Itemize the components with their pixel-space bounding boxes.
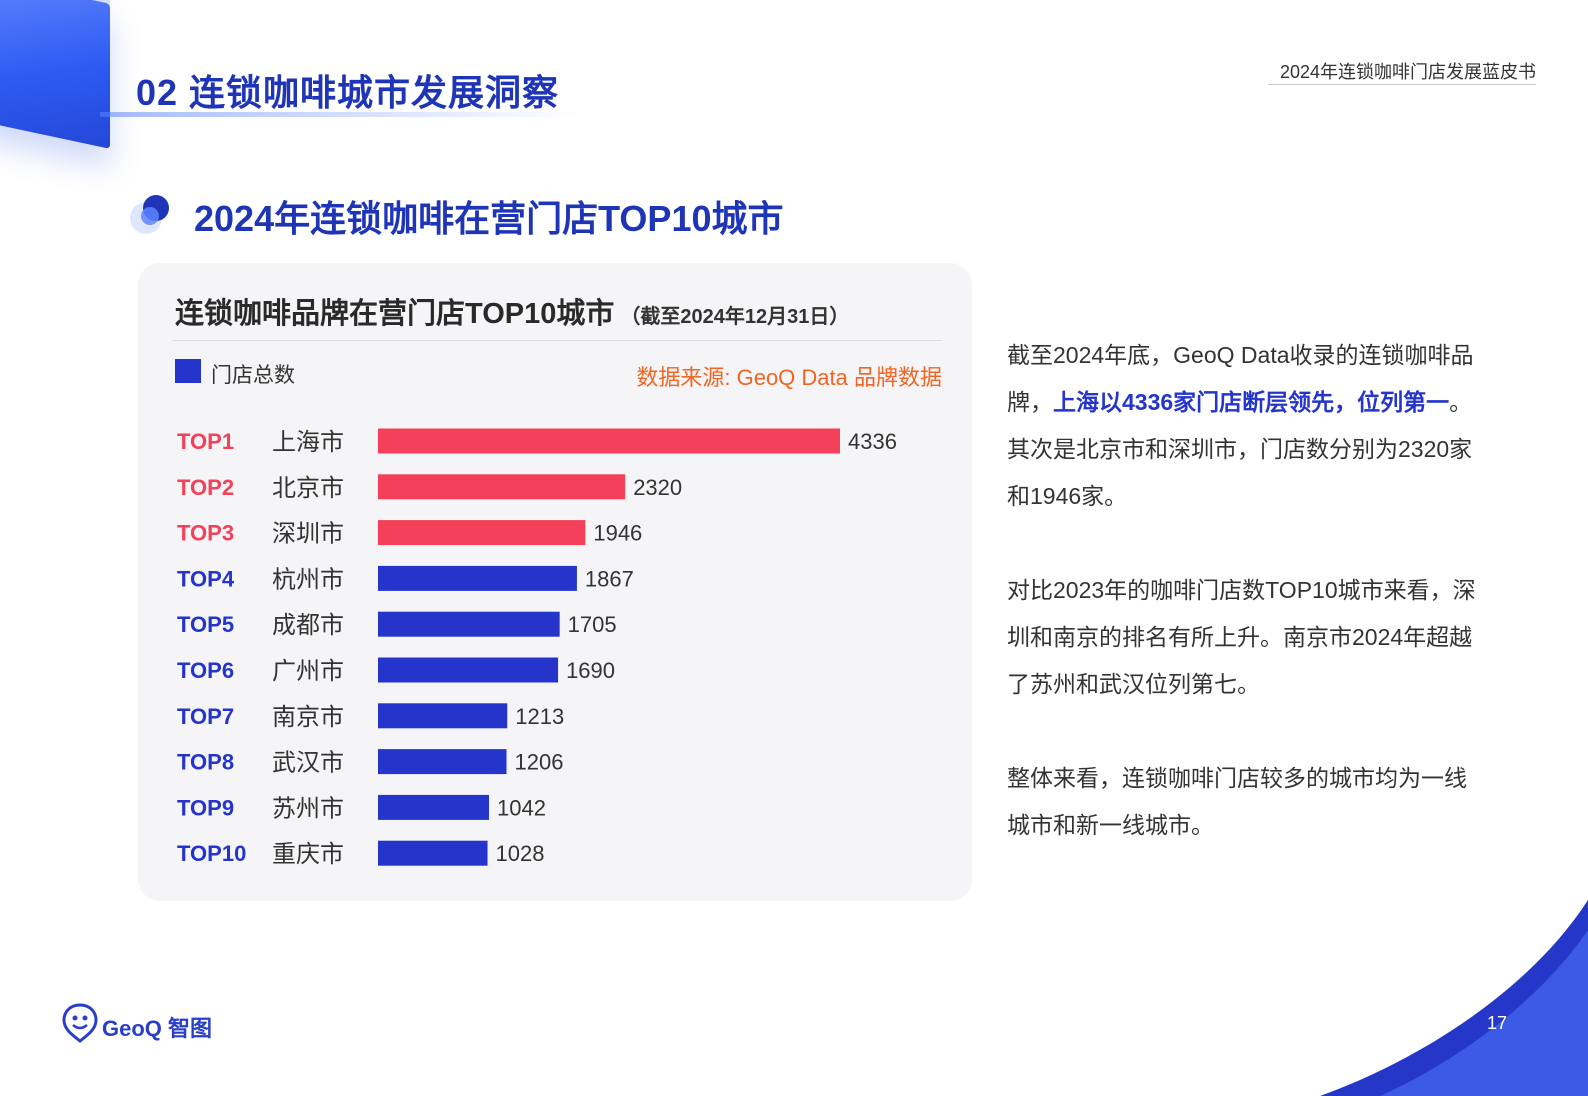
chart-title: 连锁咖啡品牌在营门店TOP10城市 （截至2024年12月31日）	[175, 290, 849, 332]
bar-value-label: 4336	[848, 429, 897, 454]
data-source: 数据来源: GeoQ Data 品牌数据	[636, 365, 942, 390]
legend-label: 门店总数	[211, 364, 295, 387]
body-paragraph-1: 截至2024年底，GeoQ Data收录的连锁咖啡品牌，上海以4336家门店断层…	[1007, 332, 1487, 520]
subheading: 2024年连锁咖啡在营门店TOP10城市	[194, 198, 784, 239]
bar-value-label: 1213	[515, 704, 564, 729]
chart-subtitle: （截至2024年12月31日）	[620, 306, 850, 328]
geoq-logo-icon	[62, 1003, 98, 1043]
bar	[378, 749, 507, 775]
section-title: 02 连锁咖啡城市发展洞察	[136, 72, 560, 113]
city-label: 广州市	[272, 658, 344, 685]
city-label: 北京市	[272, 475, 344, 502]
bar-value-label: 1206	[514, 750, 563, 775]
body-highlight: 上海以4336家门店断层领先，位列第一	[1053, 389, 1450, 415]
legend-swatch	[175, 359, 201, 383]
bar	[378, 794, 490, 820]
bar-value-label: 1867	[585, 566, 634, 591]
rank-label: TOP2	[177, 475, 234, 500]
rank-label: TOP6	[177, 658, 234, 683]
body-text: 截至2024年底，GeoQ Data收录的连锁咖啡品牌，上海以4336家门店断层…	[1007, 332, 1487, 896]
rank-label: TOP8	[177, 750, 234, 775]
city-label: 杭州市	[272, 566, 344, 593]
bar	[378, 611, 560, 637]
section-bullet-icon	[130, 195, 169, 234]
bar-value-label: 1042	[497, 795, 546, 820]
title-underline	[100, 112, 580, 117]
bar-value-label: 1946	[593, 521, 642, 546]
city-label: 武汉市	[272, 750, 344, 777]
body-paragraph-1-start: 截至2024年底，GeoQ Data收录的连锁咖啡品牌，	[1007, 342, 1474, 415]
rank-label: TOP10	[177, 841, 246, 866]
rank-label: TOP5	[177, 612, 234, 637]
city-label: 成都市	[272, 612, 344, 639]
bar	[378, 840, 488, 866]
page-number: 17	[1487, 1013, 1508, 1033]
bar-value-label: 1028	[496, 841, 545, 866]
body-paragraph-2: 对比2023年的咖啡门店数TOP10城市来看，深圳和南京的排名有所上升。南京市2…	[1007, 577, 1476, 697]
rank-label: TOP3	[177, 521, 234, 546]
chart-title-divider	[172, 340, 942, 341]
rank-label: TOP4	[177, 566, 235, 591]
bar-value-label: 2320	[633, 475, 682, 500]
body-paragraph-1-end: 。其次是北京市和深圳市，门店数分别为2320家和1946家。	[1007, 389, 1473, 509]
city-label: 重庆市	[272, 841, 344, 868]
bar-value-label: 1690	[566, 658, 615, 683]
document-title: 2024年连锁咖啡门店发展蓝皮书	[1279, 62, 1536, 82]
rank-label: TOP9	[177, 795, 234, 820]
bar	[378, 520, 586, 546]
city-label: 上海市	[272, 429, 344, 456]
footer-logo-text: GeoQ 智图	[102, 1016, 213, 1041]
rank-label: TOP1	[177, 429, 234, 454]
body-paragraph-3: 整体来看，连锁咖啡门店较多的城市均为一线城市和新一线城市。	[1007, 765, 1467, 838]
bar	[378, 657, 559, 683]
city-label: 苏州市	[272, 795, 344, 822]
chart-title-text: 连锁咖啡品牌在营门店TOP10城市	[175, 298, 615, 330]
bar	[378, 428, 840, 454]
city-label: 深圳市	[272, 521, 344, 548]
bar	[378, 703, 508, 729]
city-label: 南京市	[272, 704, 344, 731]
document-title-divider	[1268, 84, 1536, 85]
bar-value-label: 1705	[568, 612, 617, 637]
bar	[378, 565, 577, 591]
rank-label: TOP7	[177, 704, 234, 729]
bar	[378, 474, 626, 500]
